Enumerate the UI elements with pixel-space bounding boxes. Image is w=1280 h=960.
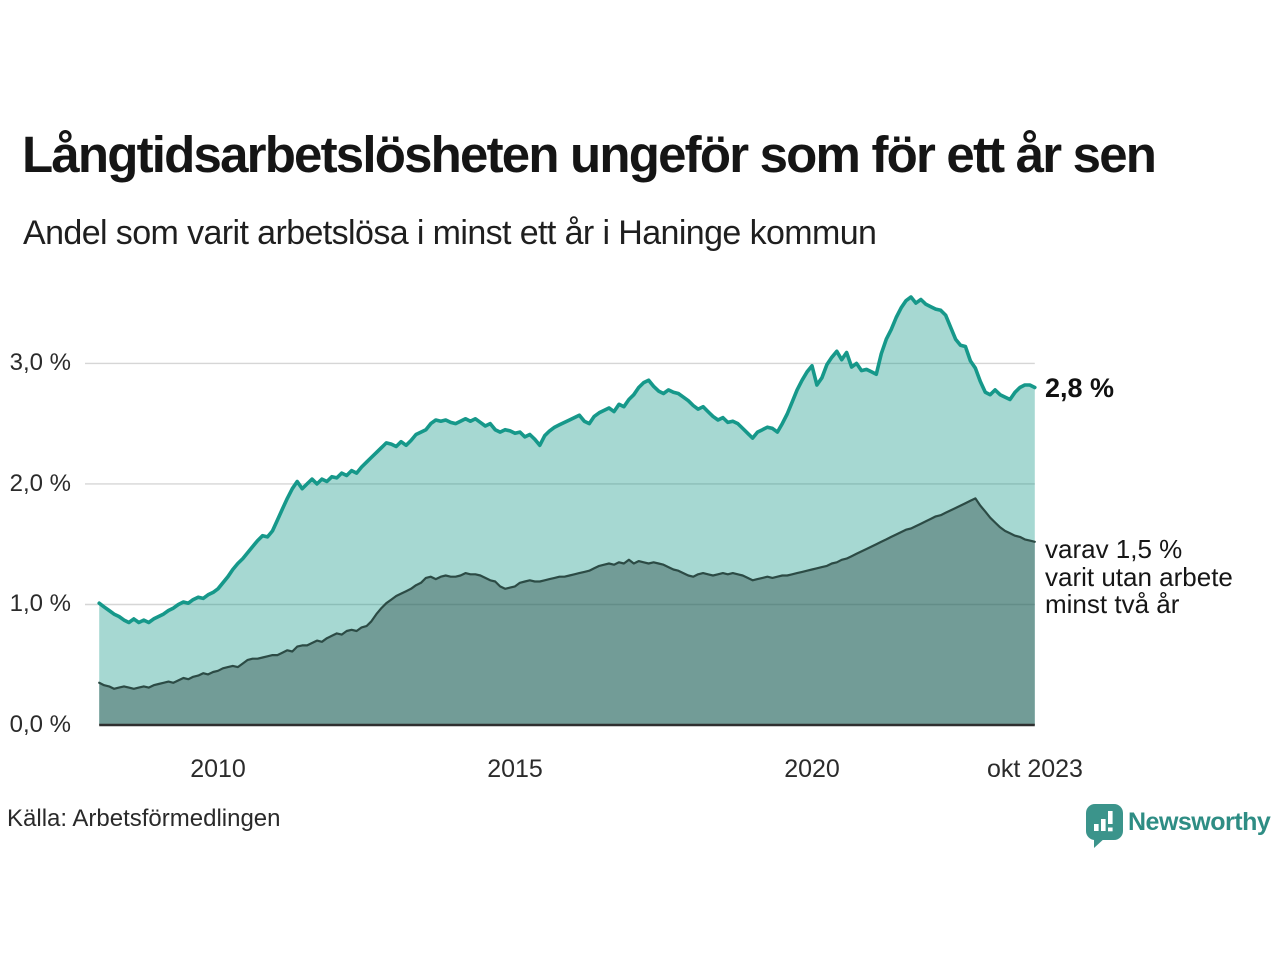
x-axis-label-2010: 2010 <box>190 755 246 783</box>
gridlines <box>85 362 1035 606</box>
page-subtitle: Andel som varit arbetslösa i minst ett å… <box>23 214 877 252</box>
newsworthy-brand: Newsworthy <box>1085 803 1271 849</box>
page-title: Långtidsarbetslösheten ungeför som för e… <box>22 126 1157 183</box>
brand-name: Newsworthy <box>1128 808 1271 836</box>
annotation-line-3: minst två år <box>1045 589 1180 619</box>
end-value-label: 2,8 % <box>1045 373 1115 403</box>
y-axis-label-1: 1,0 % <box>9 590 71 617</box>
area-fill-main-series <box>99 297 1035 725</box>
line-secondary-series <box>98 497 1036 690</box>
y-axis-label-2: 2,0 % <box>9 470 71 497</box>
y-axis-label-3: 3,0 % <box>9 349 71 376</box>
x-axis-label-2020: 2020 <box>784 755 840 783</box>
x-axis-label-2015: 2015 <box>487 755 543 783</box>
x-axis-label-okt-2023: okt 2023 <box>987 755 1083 783</box>
line-main-series <box>97 295 1037 625</box>
area-fill-secondary-series <box>99 498 1035 725</box>
annotation-line-2: varit utan arbete <box>1045 561 1233 592</box>
source-text: Källa: Arbetsförmedlingen <box>7 805 281 832</box>
newsworthy-logo-icon <box>1086 804 1123 848</box>
y-axis-label-0: 0,0 % <box>9 711 71 738</box>
secondary-series-annotation: varav 1,5 % varit utan arbete minst två … <box>1045 534 1233 619</box>
annotation-line-1: varav 1,5 % <box>1045 534 1183 564</box>
